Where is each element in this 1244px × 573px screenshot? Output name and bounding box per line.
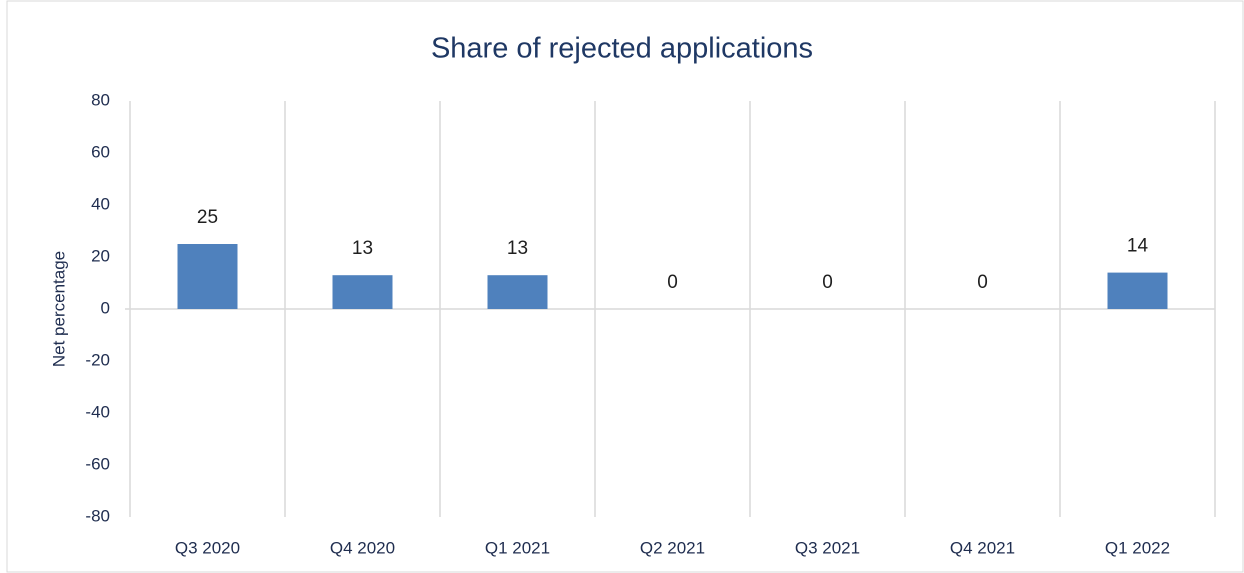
x-tick-label: Q4 2020 <box>330 538 395 557</box>
data-label: 13 <box>507 238 528 259</box>
data-label: 13 <box>352 238 373 259</box>
data-label: 14 <box>1127 236 1149 257</box>
bar <box>177 244 238 309</box>
y-tick-label: -60 <box>85 454 110 473</box>
y-tick-label: -40 <box>85 402 110 421</box>
x-tick-label: Q4 2021 <box>950 538 1015 557</box>
x-tick-label: Q1 2021 <box>485 538 550 557</box>
data-label: 0 <box>822 272 833 293</box>
data-label: 25 <box>197 207 218 228</box>
y-axis-label: Net percentage <box>49 251 68 367</box>
y-tick-label: -80 <box>85 506 110 525</box>
bar <box>487 275 548 309</box>
x-tick-label: Q3 2021 <box>795 538 860 557</box>
y-tick-label: 0 <box>101 298 110 317</box>
y-tick-label: -20 <box>85 350 110 369</box>
chart-title: Share of rejected applications <box>431 33 813 65</box>
bar <box>332 275 393 309</box>
data-label: 0 <box>667 272 678 293</box>
y-tick-label: 40 <box>91 194 110 213</box>
y-tick-label: 20 <box>91 246 110 265</box>
y-tick-label: 80 <box>91 90 110 109</box>
y-tick-label: 60 <box>91 142 110 161</box>
x-tick-label: Q1 2022 <box>1105 538 1170 557</box>
x-tick-label: Q2 2021 <box>640 538 705 557</box>
data-label: 0 <box>977 272 988 293</box>
x-tick-label: Q3 2020 <box>175 538 240 557</box>
bar <box>1107 272 1168 309</box>
